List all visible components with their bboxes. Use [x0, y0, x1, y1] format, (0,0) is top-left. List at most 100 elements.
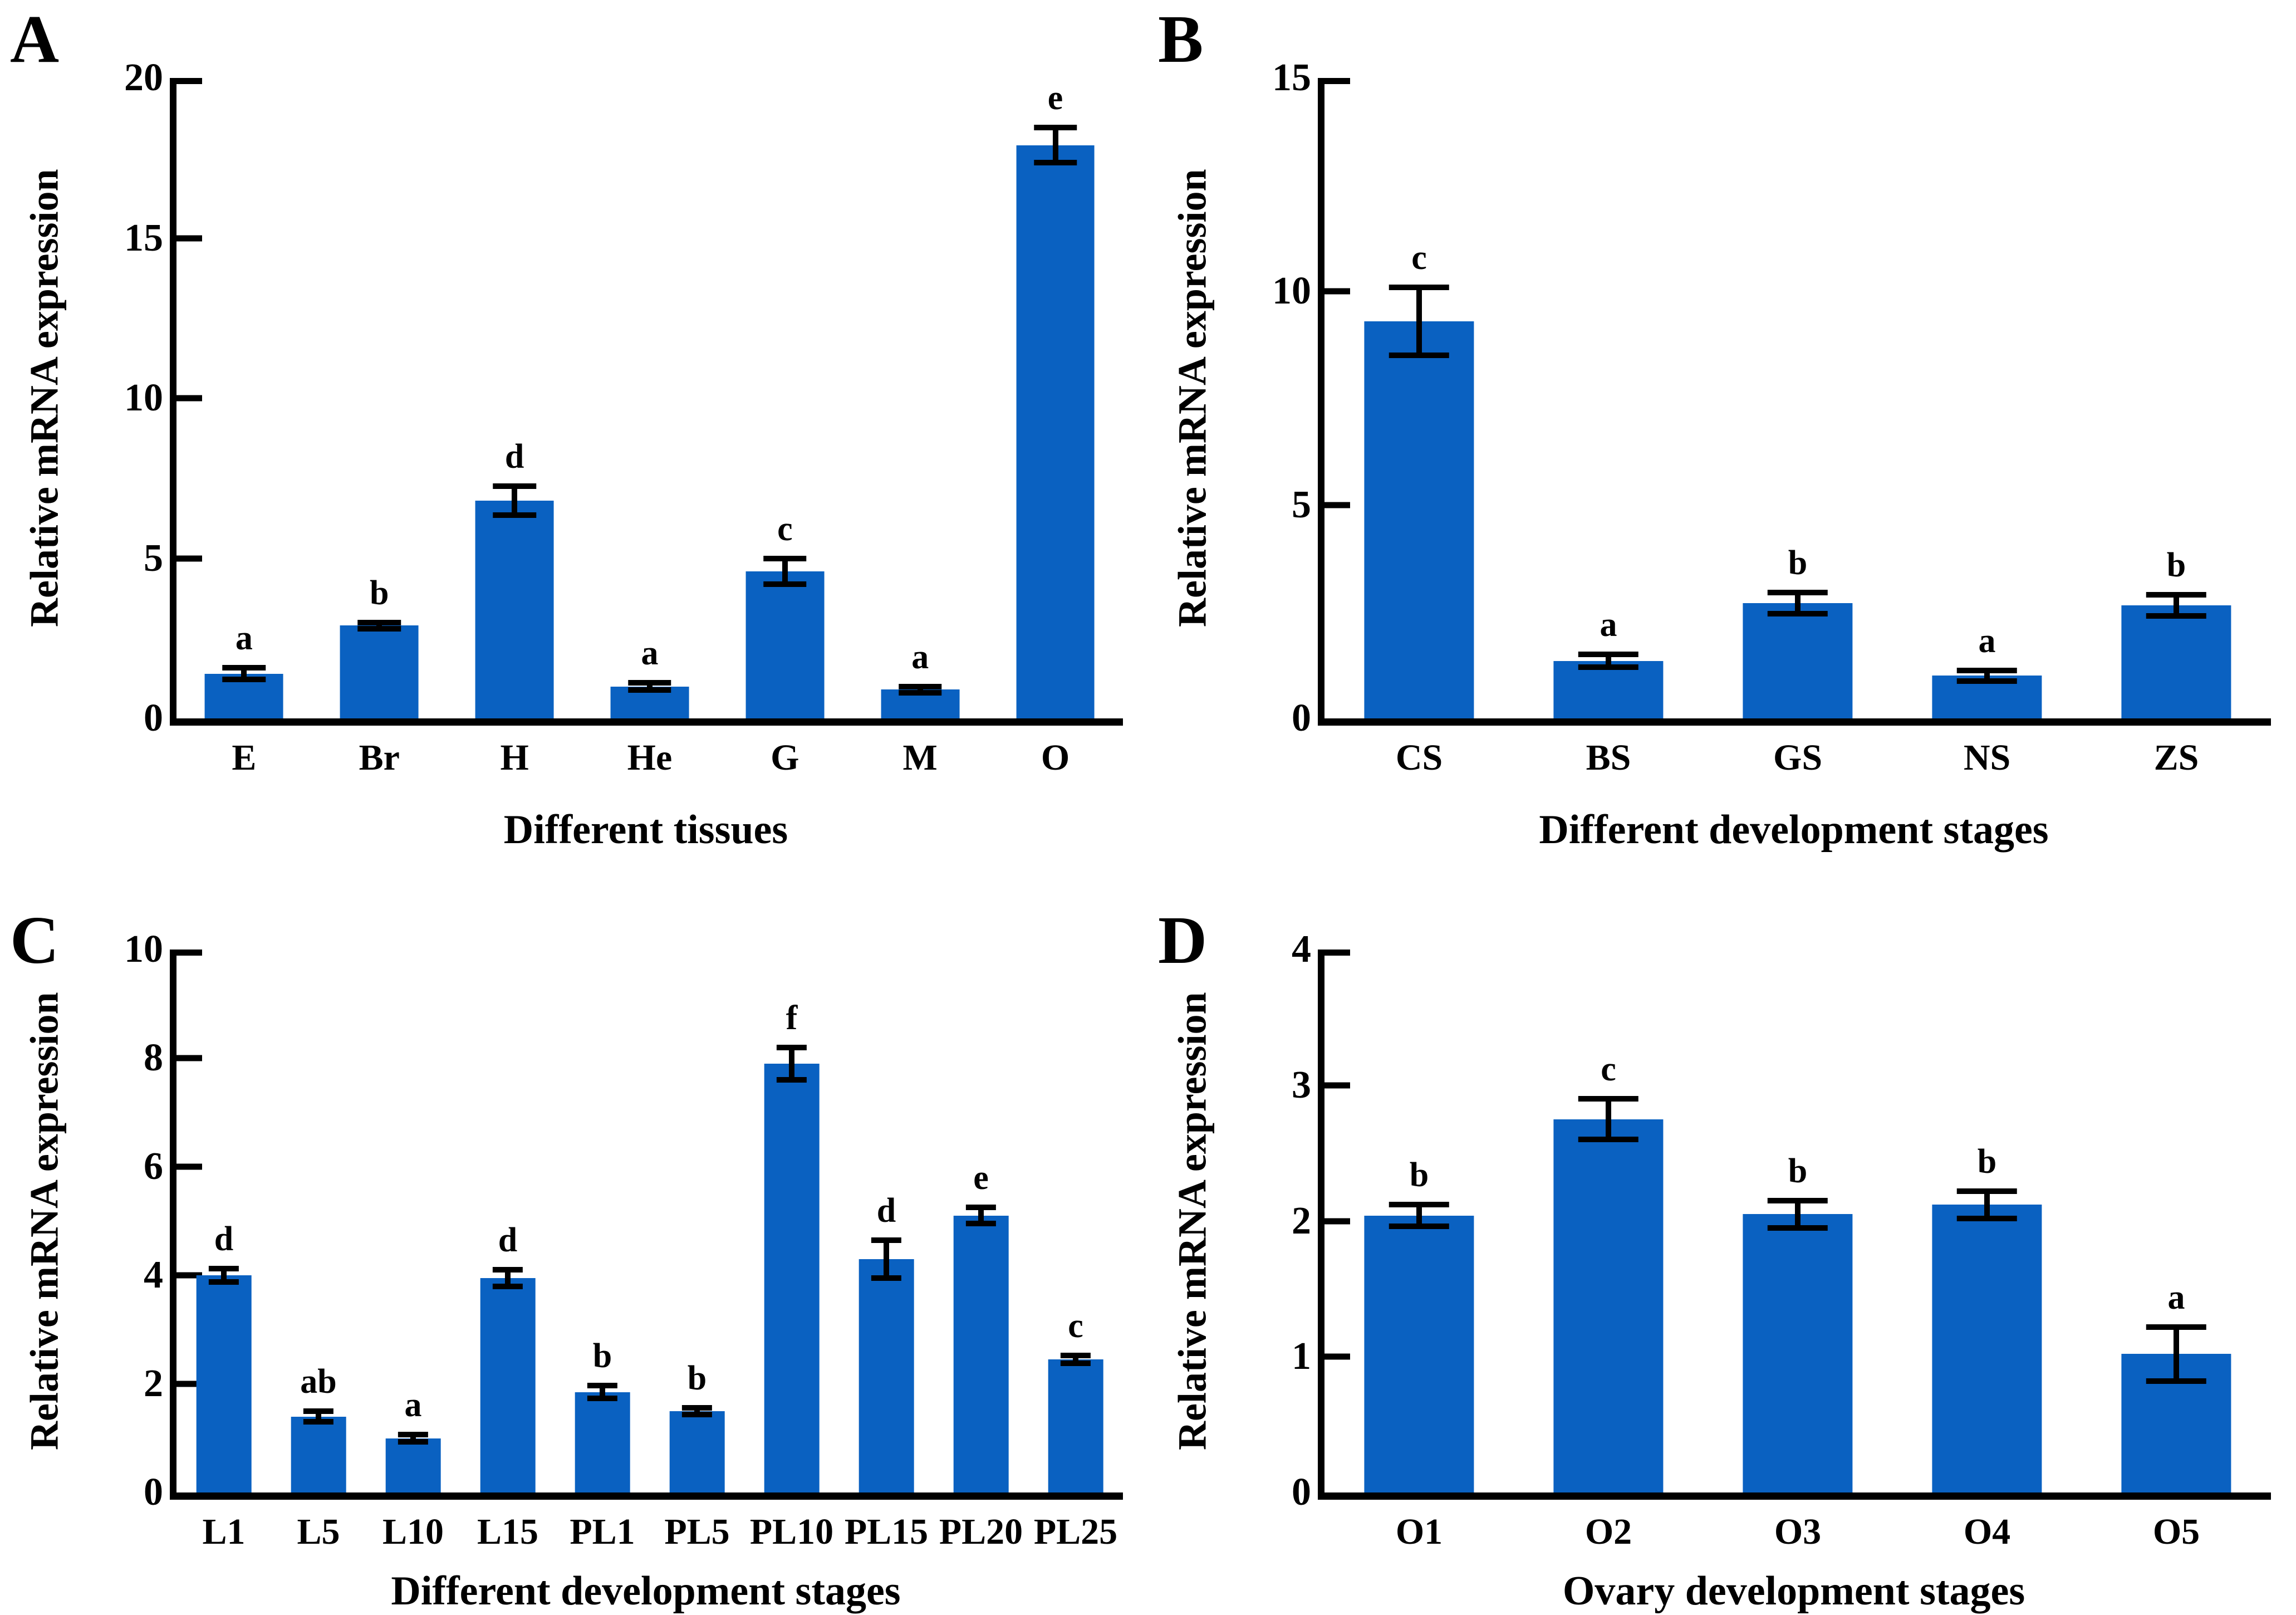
- error-bar-whisker: [2174, 1327, 2179, 1382]
- y-tick-label: 1: [1292, 1335, 1311, 1378]
- x-tick-label: PL1: [570, 1511, 635, 1552]
- error-bar-whisker: [1795, 592, 1801, 614]
- plot-area: 0 5 10 15 c CS a BS b GS a NS b ZS: [1272, 58, 2271, 776]
- y-axis-tick: [1324, 78, 1350, 84]
- error-bar-whisker: [1416, 287, 1422, 356]
- significance-letter: ab: [300, 1362, 337, 1401]
- significance-letter: a: [1600, 606, 1617, 644]
- bar: [858, 1259, 914, 1492]
- bar: [1743, 603, 1853, 718]
- significance-letter: b: [370, 574, 389, 612]
- significance-letter: b: [1788, 1152, 1808, 1190]
- y-axis-tick: [1324, 1082, 1350, 1089]
- x-tick-label: PL25: [1033, 1511, 1118, 1552]
- significance-letter: a: [404, 1386, 422, 1424]
- error-bar-whisker: [647, 682, 653, 691]
- panel-letter-b: B: [1158, 2, 1204, 77]
- panel-c: C Relative mRNA expression 0 2 4 6 8 10 d L1 ab L…: [0, 891, 1148, 1614]
- error-bar-whisker: [1606, 654, 1611, 667]
- error-bar-cap-bottom: [776, 1077, 807, 1083]
- significance-letter: b: [592, 1337, 612, 1375]
- y-axis-tick: [1324, 950, 1350, 956]
- bar: [669, 1411, 725, 1492]
- significance-letter: e: [1047, 79, 1063, 118]
- panel-letter-a: A: [10, 2, 60, 77]
- x-tick-label: L10: [382, 1511, 444, 1552]
- bar: [1016, 145, 1095, 718]
- error-bar-cap-top: [776, 1044, 807, 1050]
- y-tick-label: 10: [124, 928, 163, 971]
- error-bar-cap-top: [871, 1237, 902, 1243]
- error-bar-cap-bottom: [965, 1221, 997, 1227]
- error-bar-cap-top: [208, 1266, 239, 1272]
- y-tick-label: 4: [144, 1254, 163, 1296]
- error-bar-cap-bottom: [493, 512, 536, 518]
- significance-letter: b: [1977, 1142, 1997, 1181]
- y-axis-tick: [1324, 1218, 1350, 1224]
- error-bar-whisker: [316, 1411, 321, 1422]
- error-bar-whisker: [512, 486, 518, 515]
- bar: [480, 1278, 536, 1492]
- panel-letter-d: D: [1158, 903, 1208, 978]
- x-tick-label: PL10: [749, 1511, 834, 1552]
- x-axis-title: Different development stages: [1539, 807, 2049, 853]
- error-bar-cap-bottom: [628, 687, 671, 693]
- error-bar-cap-bottom: [763, 581, 807, 587]
- error-bar-cap-bottom: [1033, 160, 1077, 166]
- y-axis-title: Relative mRNA expression: [1170, 992, 1215, 1450]
- error-bar-whisker: [241, 668, 247, 679]
- y-tick-label: 15: [124, 216, 163, 260]
- x-tick-label: L1: [202, 1511, 246, 1552]
- error-bar-cap-bottom: [2146, 613, 2207, 619]
- y-tick-label: 2: [144, 1362, 163, 1405]
- x-tick-label: M: [902, 737, 938, 778]
- error-bar-cap-top: [2146, 1324, 2207, 1330]
- y-axis-tick: [176, 1055, 202, 1061]
- significance-letter: d: [214, 1220, 234, 1259]
- bar: [340, 625, 419, 718]
- error-bar-cap-top: [965, 1205, 997, 1211]
- y-tick-label: 0: [1292, 697, 1311, 740]
- error-bar-whisker: [221, 1269, 227, 1282]
- bar: [1364, 321, 1474, 718]
- x-tick-label: O2: [1584, 1511, 1632, 1552]
- x-tick-label: GS: [1773, 737, 1823, 778]
- significance-letter: f: [786, 999, 798, 1037]
- significance-letter: d: [504, 438, 524, 476]
- error-bar-cap-bottom: [1389, 1224, 1450, 1230]
- panel-letter-c: C: [10, 903, 60, 978]
- bar: [385, 1438, 441, 1492]
- x-tick-label: PL5: [664, 1511, 730, 1552]
- error-bar-whisker: [505, 1270, 511, 1286]
- significance-letter: b: [1409, 1156, 1429, 1195]
- y-axis-tick: [1324, 502, 1350, 508]
- x-tick-label: ZS: [2153, 737, 2199, 778]
- error-bar-cap-top: [1956, 668, 2018, 674]
- significance-letter: a: [641, 634, 659, 672]
- significance-letter: a: [235, 619, 253, 658]
- error-bar-whisker: [1984, 671, 1990, 681]
- x-tick-label: He: [627, 737, 673, 778]
- error-bar-cap-bottom: [208, 1279, 239, 1285]
- error-bar-whisker: [1984, 1191, 1990, 1218]
- error-bar-cap-bottom: [1956, 1215, 2018, 1221]
- bar: [475, 501, 554, 718]
- x-tick-label: O1: [1395, 1511, 1443, 1552]
- bar: [1743, 1214, 1853, 1492]
- error-bar-whisker: [1416, 1205, 1422, 1227]
- y-tick-label: 0: [1292, 1471, 1311, 1514]
- significance-letter: e: [973, 1159, 989, 1197]
- error-bar-cap-top: [1033, 125, 1077, 131]
- error-bar-cap-top: [2146, 591, 2207, 598]
- error-bar-whisker: [789, 1047, 794, 1080]
- x-tick-label: PL15: [844, 1511, 929, 1552]
- error-bar-cap-top: [628, 679, 671, 686]
- panel-b: B Relative mRNA expression 0 5 10 15 c CS a BS b…: [1148, 0, 2296, 891]
- significance-letter: d: [876, 1191, 896, 1230]
- y-tick-label: 15: [1272, 56, 1311, 99]
- bar: [1553, 660, 1664, 718]
- y-axis-tick: [176, 395, 202, 402]
- y-axis-tick: [176, 950, 202, 956]
- error-bar-cap-top: [1578, 652, 1639, 657]
